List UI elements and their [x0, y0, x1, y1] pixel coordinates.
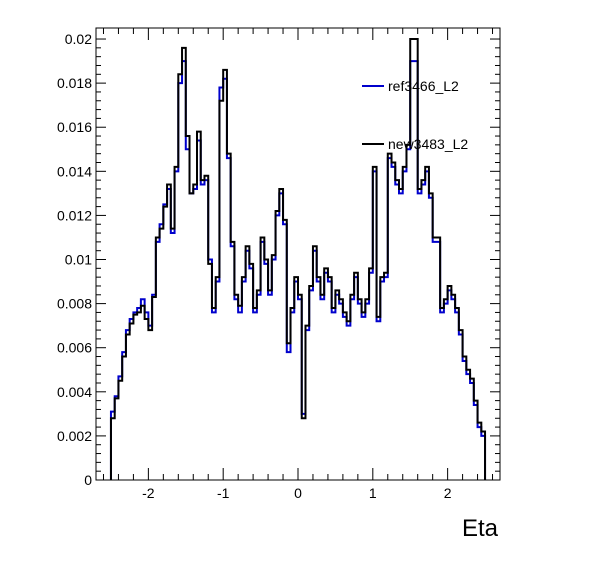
- y-tick-label: 0.008: [57, 296, 92, 312]
- y-tick-label: 0.02: [65, 31, 92, 47]
- series-layer: [109, 38, 487, 480]
- x-tick-label: 1: [369, 485, 377, 501]
- y-tick-label: 0.016: [57, 119, 92, 135]
- y-tick-label: 0.002: [57, 428, 92, 444]
- legend-label: ref3466_L2: [388, 78, 459, 94]
- y-tick-label: 0.012: [57, 207, 92, 223]
- series-line-new3483_L2: [109, 38, 487, 480]
- x-tick-label: 2: [444, 485, 452, 501]
- axis-layer: 0 0.002 0.004 0.006 0.008 0.01 0.012 0.014 0.016…: [57, 28, 500, 501]
- y-tick-label: 0.014: [57, 163, 92, 179]
- y-tick-label: 0.004: [57, 384, 92, 400]
- x-tick-label: 0: [294, 485, 302, 501]
- y-tick-label: 0: [84, 472, 92, 488]
- x-tick-label: -1: [217, 485, 230, 501]
- legend-label: new3483_L2: [388, 136, 468, 152]
- legend: ref3466_L2 new3483_L2: [362, 78, 468, 152]
- y-tick-label: 0.018: [57, 75, 92, 91]
- x-tick-label: -2: [142, 485, 155, 501]
- plot-frame: [95, 27, 501, 481]
- y-tick-label: 0.006: [57, 340, 92, 356]
- x-axis-title: Eta: [462, 515, 499, 542]
- y-tick-label: 0.01: [65, 252, 92, 268]
